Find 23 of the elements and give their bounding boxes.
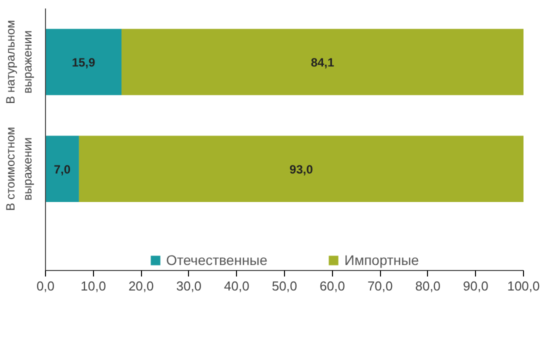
data-label: 84,1 <box>310 55 335 70</box>
legend-label: Отечественные <box>166 252 268 268</box>
legend-label: Импортные <box>344 252 419 268</box>
bar <box>46 136 79 202</box>
data-label: 93,0 <box>290 162 314 176</box>
x-tick-label: 20,0 <box>128 278 154 294</box>
x-tick-label: 50,0 <box>272 278 298 294</box>
x-tick-label: 80,0 <box>415 278 441 294</box>
x-tick-label: 30,0 <box>176 278 202 294</box>
data-label: 7,0 <box>54 162 71 176</box>
x-tick-label: 40,0 <box>224 278 250 294</box>
bar <box>46 28 122 96</box>
bar <box>122 28 524 96</box>
y-tick-label: В натуральном выражении <box>4 20 34 104</box>
x-tick-label: 10,0 <box>80 278 106 294</box>
x-tick-label: 60,0 <box>320 278 345 294</box>
bar <box>78 136 524 202</box>
x-tick-label: 90,0 <box>463 278 488 294</box>
x-tick-label: 100,0 <box>507 278 540 294</box>
data-label: 15,9 <box>72 55 96 70</box>
x-tick-label: 70,0 <box>367 278 393 294</box>
x-tick-label: 0,0 <box>36 278 55 294</box>
y-tick-label: В стоимостном выражении <box>4 126 34 211</box>
